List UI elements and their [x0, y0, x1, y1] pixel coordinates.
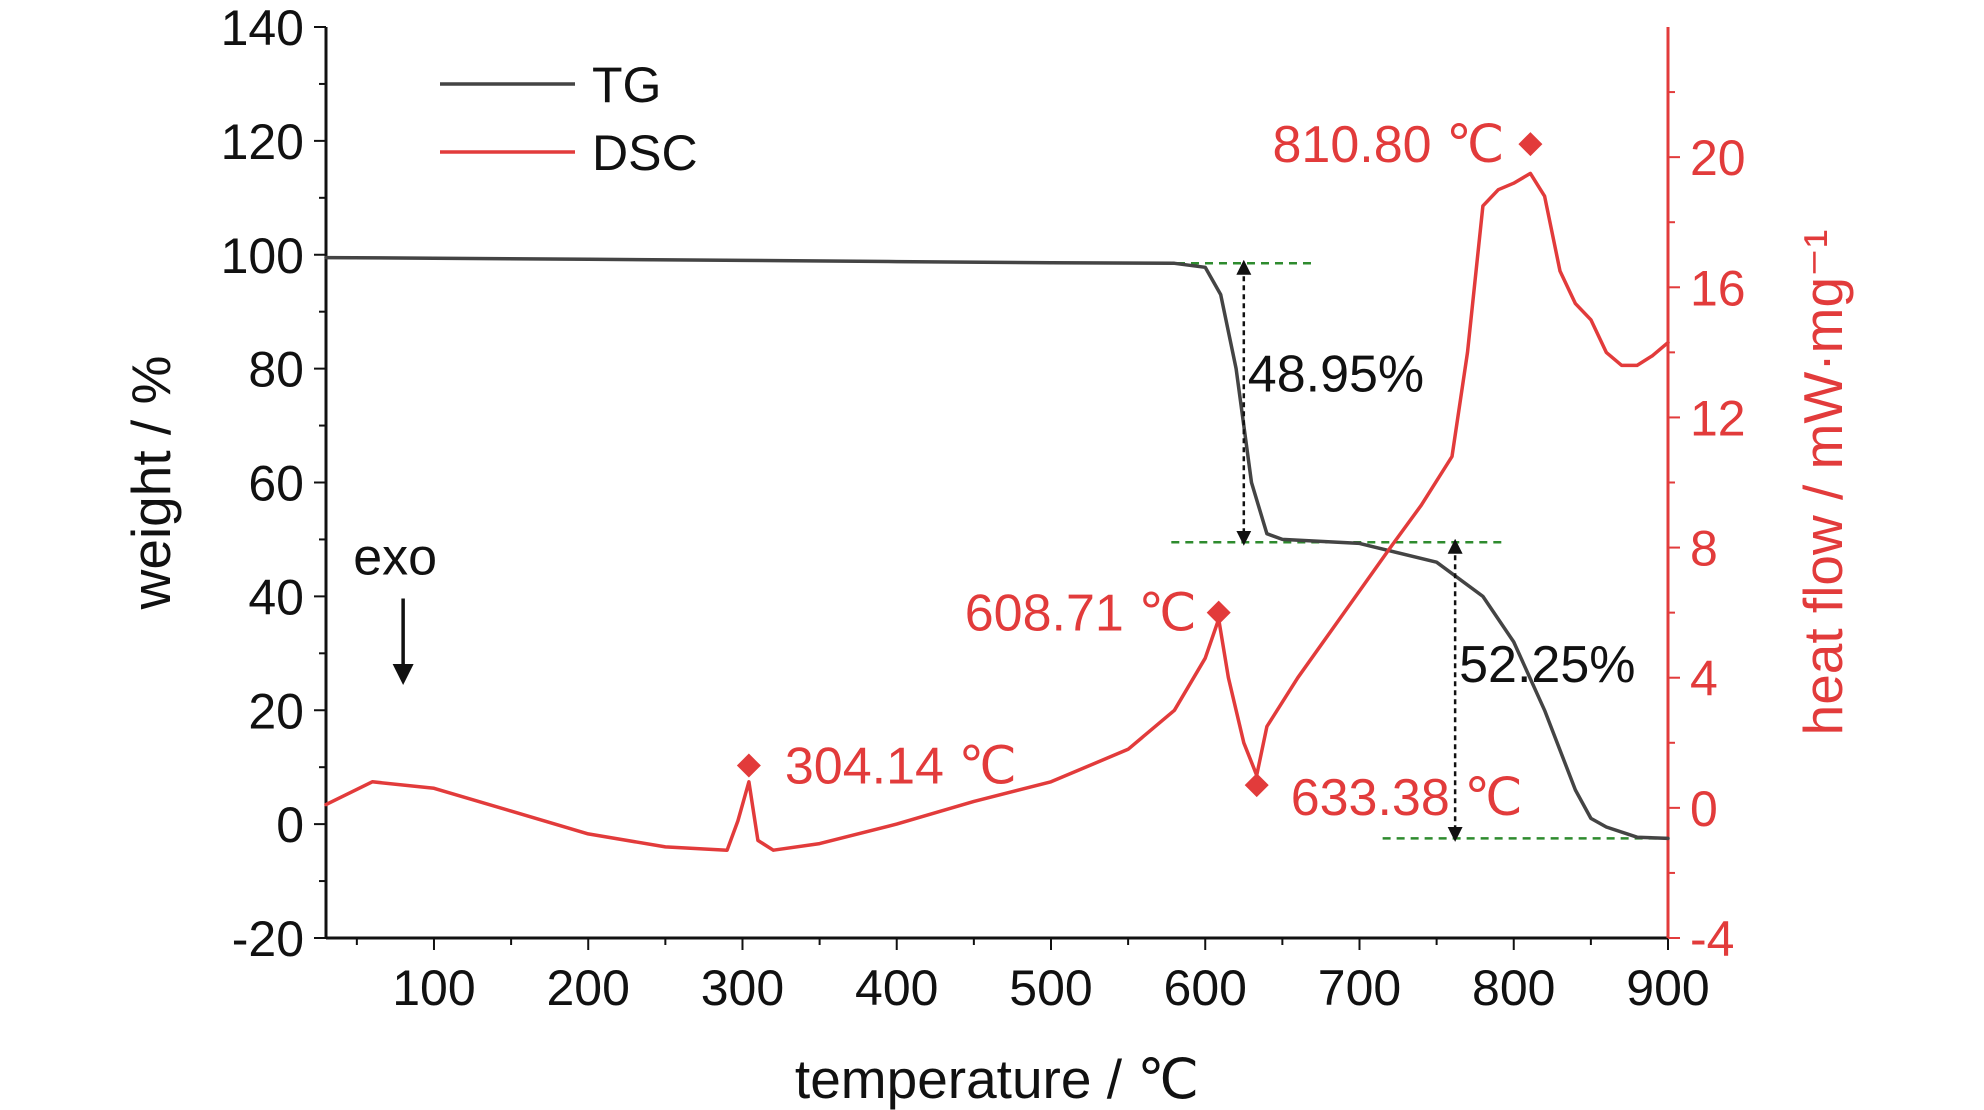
x-tick-label: 700: [1318, 960, 1401, 1016]
series-line-tg: [324, 255, 1670, 841]
y2-tick-label: 20: [1690, 130, 1746, 186]
y2-tick-label: 8: [1690, 521, 1718, 577]
y2-tick-label: 16: [1690, 260, 1746, 316]
y-axis-title: weight / %: [120, 356, 182, 611]
peak-label: 304.14 ℃: [785, 738, 1017, 796]
x-tick-label: 900: [1626, 960, 1709, 1016]
exo-label: exo: [353, 529, 437, 587]
series-line-dsc: [324, 171, 1670, 852]
y2-tick-label: 4: [1690, 651, 1718, 707]
y-tick-label: 0: [276, 797, 304, 853]
series-layer: [324, 171, 1670, 852]
y2-tick-label: 0: [1690, 781, 1718, 837]
x-tick-label: 300: [701, 960, 784, 1016]
legend-dsc-label: DSC: [592, 125, 698, 181]
peak-diamond-marker: [1244, 773, 1269, 798]
y2-tick-label: 12: [1690, 390, 1746, 446]
peak-label: 633.38 ℃: [1291, 769, 1523, 827]
x-tick-label: 400: [855, 960, 938, 1016]
x-tick-label: 100: [392, 960, 475, 1016]
y-tick-label: 60: [248, 456, 304, 512]
legend-tg-label: TG: [592, 57, 661, 113]
x-tick-label: 800: [1472, 960, 1555, 1016]
peak-diamond-marker: [736, 753, 761, 778]
exo-annotation: exo: [353, 529, 437, 686]
y-tick-label: 140: [221, 0, 304, 56]
y-tick-label: 40: [248, 569, 304, 625]
y-tick-label: 100: [221, 228, 304, 284]
weight-loss-label: 52.25%: [1459, 636, 1635, 694]
peak-label: 608.71 ℃: [965, 585, 1197, 643]
y-tick-label: 120: [221, 114, 304, 170]
peak-diamond-marker: [1206, 600, 1231, 625]
x-tick-label: 200: [547, 960, 630, 1016]
y2-tick-label: -4: [1690, 911, 1734, 967]
y-tick-label: 20: [248, 683, 304, 739]
peak-label: 810.80 ℃: [1273, 116, 1505, 174]
peak-diamond-marker: [1518, 132, 1543, 157]
x-tick-label: 500: [1009, 960, 1092, 1016]
weight-loss-annotations: 48.95% 52.25%: [1236, 259, 1636, 842]
legend: TG DSC: [440, 57, 698, 181]
weight-loss-label: 48.95%: [1248, 345, 1424, 403]
peak-markers: 304.14 ℃ 608.71 ℃ 633.38 ℃ 810.80 ℃: [736, 116, 1543, 827]
y2-axis-title: heat flow / mW·mg⁻¹: [1792, 230, 1854, 736]
x-axis-title: temperature / ℃: [795, 1048, 1199, 1110]
x-tick-label: 600: [1164, 960, 1247, 1016]
y-tick-label: 80: [248, 342, 304, 398]
y-tick-label: -20: [232, 911, 304, 967]
axis-ticks: 100 200 300 400 500 600 700 800 900-200204060801…: [221, 0, 1746, 1016]
